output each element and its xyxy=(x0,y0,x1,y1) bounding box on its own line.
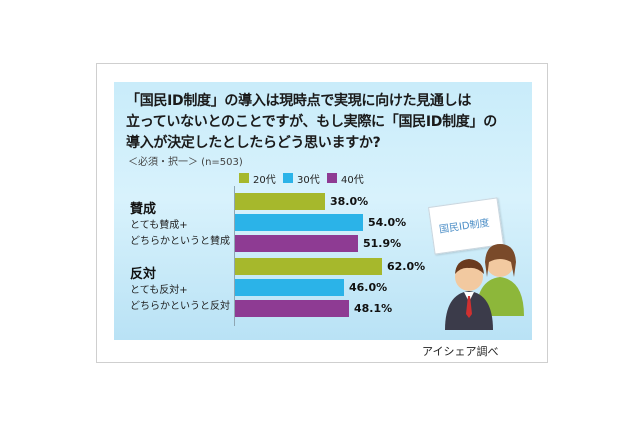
legend-item-40s: 40代 xyxy=(327,173,364,186)
bar-agree-20s xyxy=(235,193,325,210)
value-label-agree-40s: 51.9% xyxy=(363,237,402,250)
legend-label-20s: 20代 xyxy=(253,174,276,186)
source-label: アイシェア調べ xyxy=(422,345,499,358)
category-note-oppose-2: どちらかというと反対 xyxy=(130,301,230,312)
legend-item-20s: 20代 xyxy=(239,173,276,186)
legend-swatch-20s xyxy=(239,173,249,183)
category-note-agree-2: どちらかというと賛成 xyxy=(130,236,230,247)
bar-agree-30s xyxy=(235,214,363,231)
legend-label-30s: 30代 xyxy=(297,174,320,186)
question-line-3: 導入が決定したとしたらどう思いますか? xyxy=(126,135,381,151)
bar-oppose-40s xyxy=(235,300,349,317)
legend-item-30s: 30代 xyxy=(283,173,320,186)
id-system-stamp: 国民ID制度 xyxy=(428,197,504,255)
bar-oppose-30s xyxy=(235,279,344,296)
category-label-oppose: 反対 xyxy=(130,267,157,282)
bar-agree-40s xyxy=(235,235,358,252)
value-label-agree-20s: 38.0% xyxy=(330,195,369,208)
bar-oppose-20s xyxy=(235,258,382,275)
category-note-oppose-1: とても反対+ xyxy=(130,285,188,296)
question-line-2: 立っていないとのことですが、もし実際に「国民ID制度」の xyxy=(126,114,497,130)
bar-baseline xyxy=(234,186,235,326)
value-label-oppose-20s: 62.0% xyxy=(387,260,426,273)
category-label-agree: 賛成 xyxy=(130,202,157,217)
category-note-agree-1: とても賛成+ xyxy=(130,220,188,231)
question-line-1: 「国民ID制度」の導入は現時点で実現に向けた見通しは xyxy=(126,93,472,109)
legend-swatch-30s xyxy=(283,173,293,183)
value-label-agree-30s: 54.0% xyxy=(368,216,407,229)
value-label-oppose-30s: 46.0% xyxy=(349,281,388,294)
survey-note: ＜必須・択一＞ (n=503) xyxy=(128,157,243,168)
legend-swatch-40s xyxy=(327,173,337,183)
legend-label-40s: 40代 xyxy=(341,174,364,186)
value-label-oppose-40s: 48.1% xyxy=(354,302,393,315)
stamp-label: 国民ID制度 xyxy=(438,217,491,236)
